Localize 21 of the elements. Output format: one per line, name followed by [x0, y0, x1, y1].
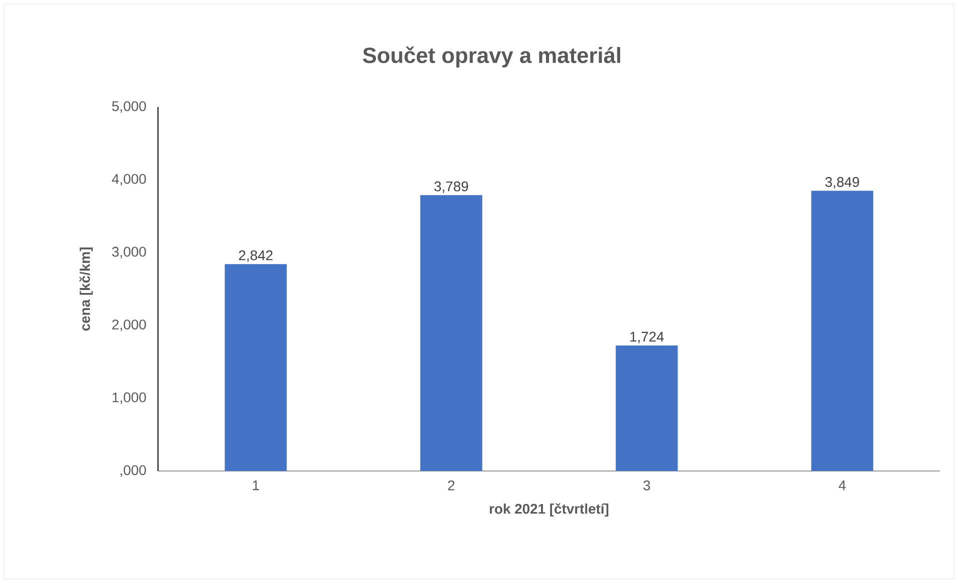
- x-tick-label: 3: [643, 480, 650, 490]
- x-tick-label: 2: [448, 480, 454, 490]
- y-axis-title: cena [kč/km]: [79, 248, 93, 331]
- data-label: 1,724: [630, 332, 664, 344]
- x-axis-title: rok 2021 [čtvrtletí]: [490, 503, 608, 517]
- bar: [811, 190, 874, 471]
- y-tick-label: 2,000: [112, 320, 146, 332]
- x-tick-label: 1: [252, 480, 259, 490]
- data-label: 2,842: [239, 250, 273, 262]
- data-label: 3,789: [434, 181, 468, 193]
- bar: [224, 264, 287, 471]
- y-tick-label: 3,000: [112, 246, 146, 258]
- bar: [616, 345, 678, 471]
- data-label: 3,849: [825, 177, 860, 189]
- y-tick-label: 5,000: [112, 101, 146, 113]
- chart-title: Součet opravy a materiál: [362, 46, 620, 68]
- x-tick-label: 4: [838, 480, 846, 490]
- y-tick-label: ,000: [120, 465, 146, 477]
- y-tick-label: 1,000: [112, 392, 146, 404]
- bar: [420, 195, 482, 471]
- y-tick-label: 4,000: [112, 174, 146, 186]
